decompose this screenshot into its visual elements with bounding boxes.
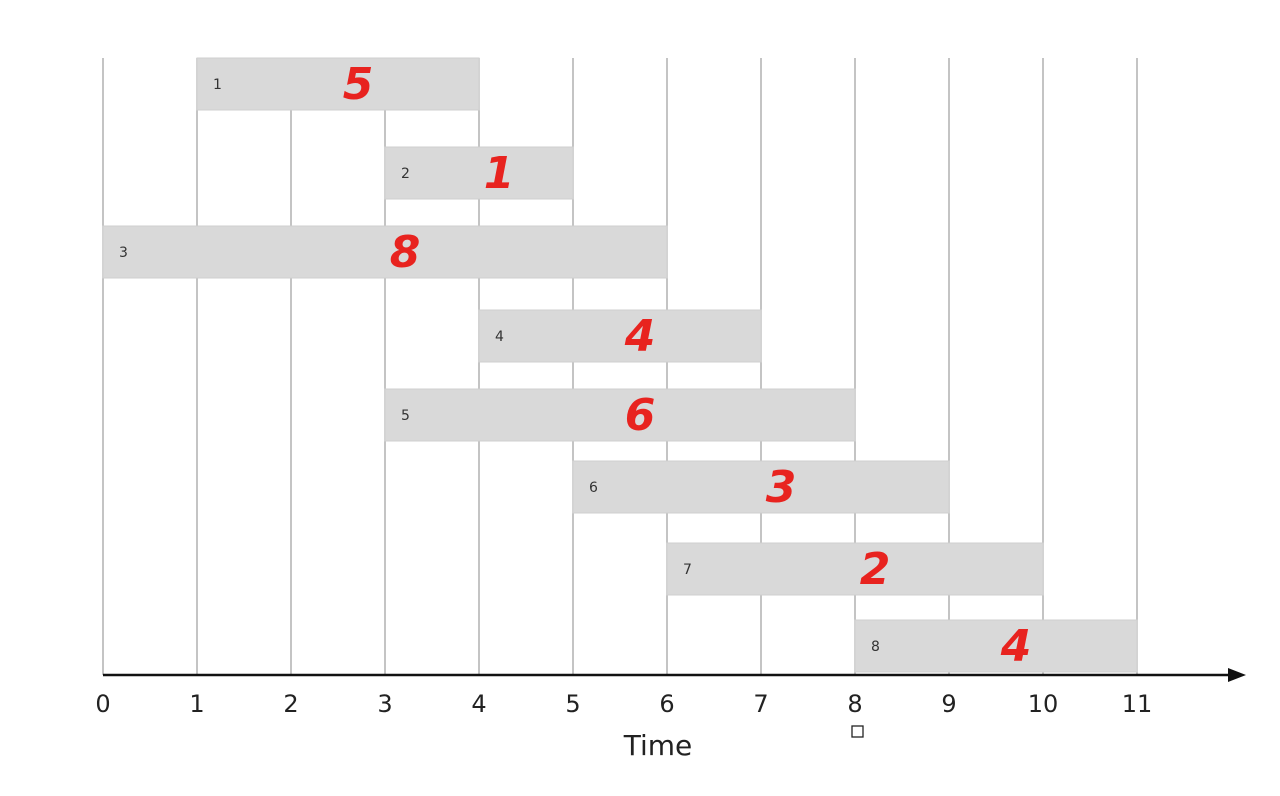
job-id-2: 2: [401, 166, 410, 182]
axis-title: Time: [623, 729, 693, 762]
job-weight-5: 6: [625, 390, 656, 441]
job-bars: 1 52 13 84 45 66 37 28 4: [102, 57, 1138, 673]
job-id-7: 7: [683, 562, 692, 578]
job-weight-4: 4: [624, 311, 656, 362]
tick-label-4: 4: [471, 690, 486, 718]
tick-label-8: 8: [847, 690, 862, 718]
job-bar-6: [572, 460, 950, 514]
small-square-marker: [851, 725, 864, 738]
job-bar-5: [384, 388, 856, 442]
job-bar-1: [196, 57, 480, 111]
time-axis: 0 1 2 3 4 5 6 7 8 9 10 11 Time: [95, 668, 1246, 762]
job-bar-2: [384, 146, 574, 200]
tick-label-5: 5: [565, 690, 580, 718]
job-id-6: 6: [589, 480, 598, 496]
job-bar-8: [854, 619, 1138, 673]
job-bar-4: [478, 309, 762, 363]
tick-label-2: 2: [283, 690, 298, 718]
tick-label-9: 9: [941, 690, 956, 718]
job-id-5: 5: [401, 408, 410, 424]
job-bar-7: [666, 542, 1044, 596]
job-weight-3: 8: [390, 227, 421, 278]
job-id-4: 4: [495, 329, 504, 345]
tick-label-0: 0: [95, 690, 110, 718]
tick-label-10: 10: [1028, 690, 1059, 718]
tick-labels: 0 1 2 3 4 5 6 7 8 9 10 11: [95, 690, 1152, 718]
job-id-8: 8: [871, 639, 880, 655]
job-weight-2: 1: [484, 148, 515, 199]
job-weight-6: 3: [766, 462, 797, 513]
tick-label-6: 6: [659, 690, 674, 718]
tick-label-3: 3: [377, 690, 392, 718]
job-weight-1: 5: [343, 59, 374, 110]
job-bar-3: [102, 225, 668, 279]
axis-arrowhead: [1228, 668, 1246, 682]
job-weight-7: 2: [860, 544, 891, 595]
tick-label-1: 1: [189, 690, 204, 718]
tick-label-11: 11: [1122, 690, 1153, 718]
job-weight-8: 4: [1000, 621, 1032, 672]
job-id-3: 3: [119, 245, 128, 261]
job-id-1: 1: [213, 77, 222, 93]
tick-label-7: 7: [753, 690, 768, 718]
